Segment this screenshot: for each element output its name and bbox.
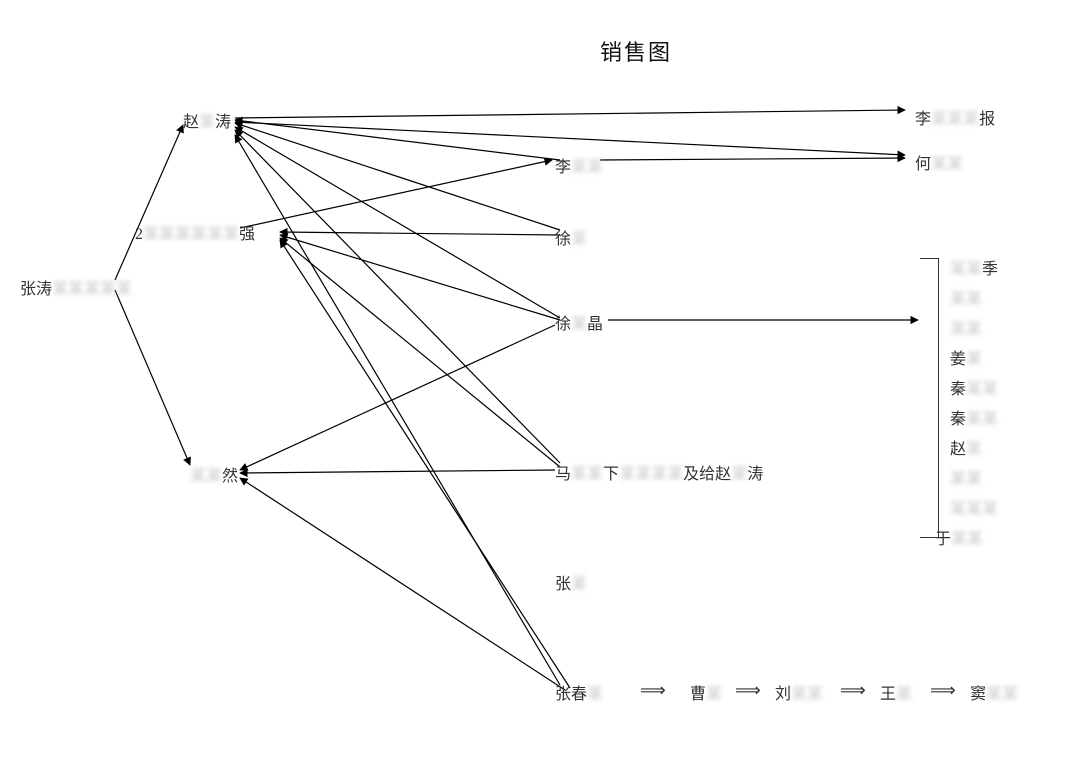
node-grp8: 某某 [950, 465, 982, 489]
edge [235, 130, 560, 463]
node-zhang_source: 张涛某某某某某 [20, 275, 132, 299]
edge [280, 240, 570, 688]
node-grp1: 某某季 [950, 255, 998, 279]
chain-arrow-icon: ⟹ [640, 680, 666, 701]
edge [240, 325, 555, 470]
node-chain3: 刘某某 [775, 680, 823, 704]
node-zhang_chun: 张春某 [555, 680, 603, 704]
node-chain2: 曹某 [690, 680, 722, 704]
node-xu_jing: 徐某晶 [555, 310, 603, 334]
node-n2019: 2某某某某某某强 [135, 220, 255, 244]
node-zhang_x: 张某 [555, 570, 587, 594]
node-grp9: 某某某 [950, 495, 998, 519]
node-grp3: 某某 [950, 315, 982, 339]
edge [235, 123, 560, 230]
node-song: 某某然 [190, 462, 238, 486]
chain-arrow-icon: ⟹ [930, 680, 956, 701]
node-grp10: 于某某 [935, 525, 983, 549]
node-grp2: 某某 [950, 285, 982, 309]
node-chain4: 王某 [880, 680, 912, 704]
diagram-canvas: { "title": {"text":"销售图","x":600,"y":35,… [0, 0, 1080, 780]
node-li_report: 李某某某报 [915, 105, 995, 129]
node-grp4: 姜某 [950, 345, 982, 369]
edge [240, 478, 565, 690]
edge [240, 160, 552, 228]
node-grp7: 赵某 [950, 435, 982, 459]
edge [240, 470, 555, 473]
edge [235, 122, 905, 155]
edge [115, 290, 190, 465]
node-xu1: 徐某 [555, 225, 587, 249]
edge [280, 232, 560, 235]
diagram-title: 销售图 [600, 35, 672, 67]
edge [235, 127, 560, 318]
chain-arrow-icon: ⟹ [735, 680, 761, 701]
edge [280, 238, 560, 467]
edge [235, 135, 560, 685]
node-chain5: 窦某某 [970, 680, 1018, 704]
edge [235, 120, 560, 160]
edge [235, 110, 905, 118]
edge [280, 235, 560, 320]
edge [115, 125, 183, 280]
group-bracket [920, 258, 939, 538]
node-he: 何某某 [915, 150, 963, 174]
node-zhao_tao: 赵某涛 [183, 108, 231, 132]
node-li_top: 李某某 [555, 153, 603, 177]
node-grp5: 秦某某 [950, 375, 998, 399]
node-ma_long: 马某某下某某某某及给赵某涛 [555, 460, 763, 484]
edge [600, 158, 905, 160]
node-grp6: 秦某某 [950, 405, 998, 429]
chain-arrow-icon: ⟹ [840, 680, 866, 701]
